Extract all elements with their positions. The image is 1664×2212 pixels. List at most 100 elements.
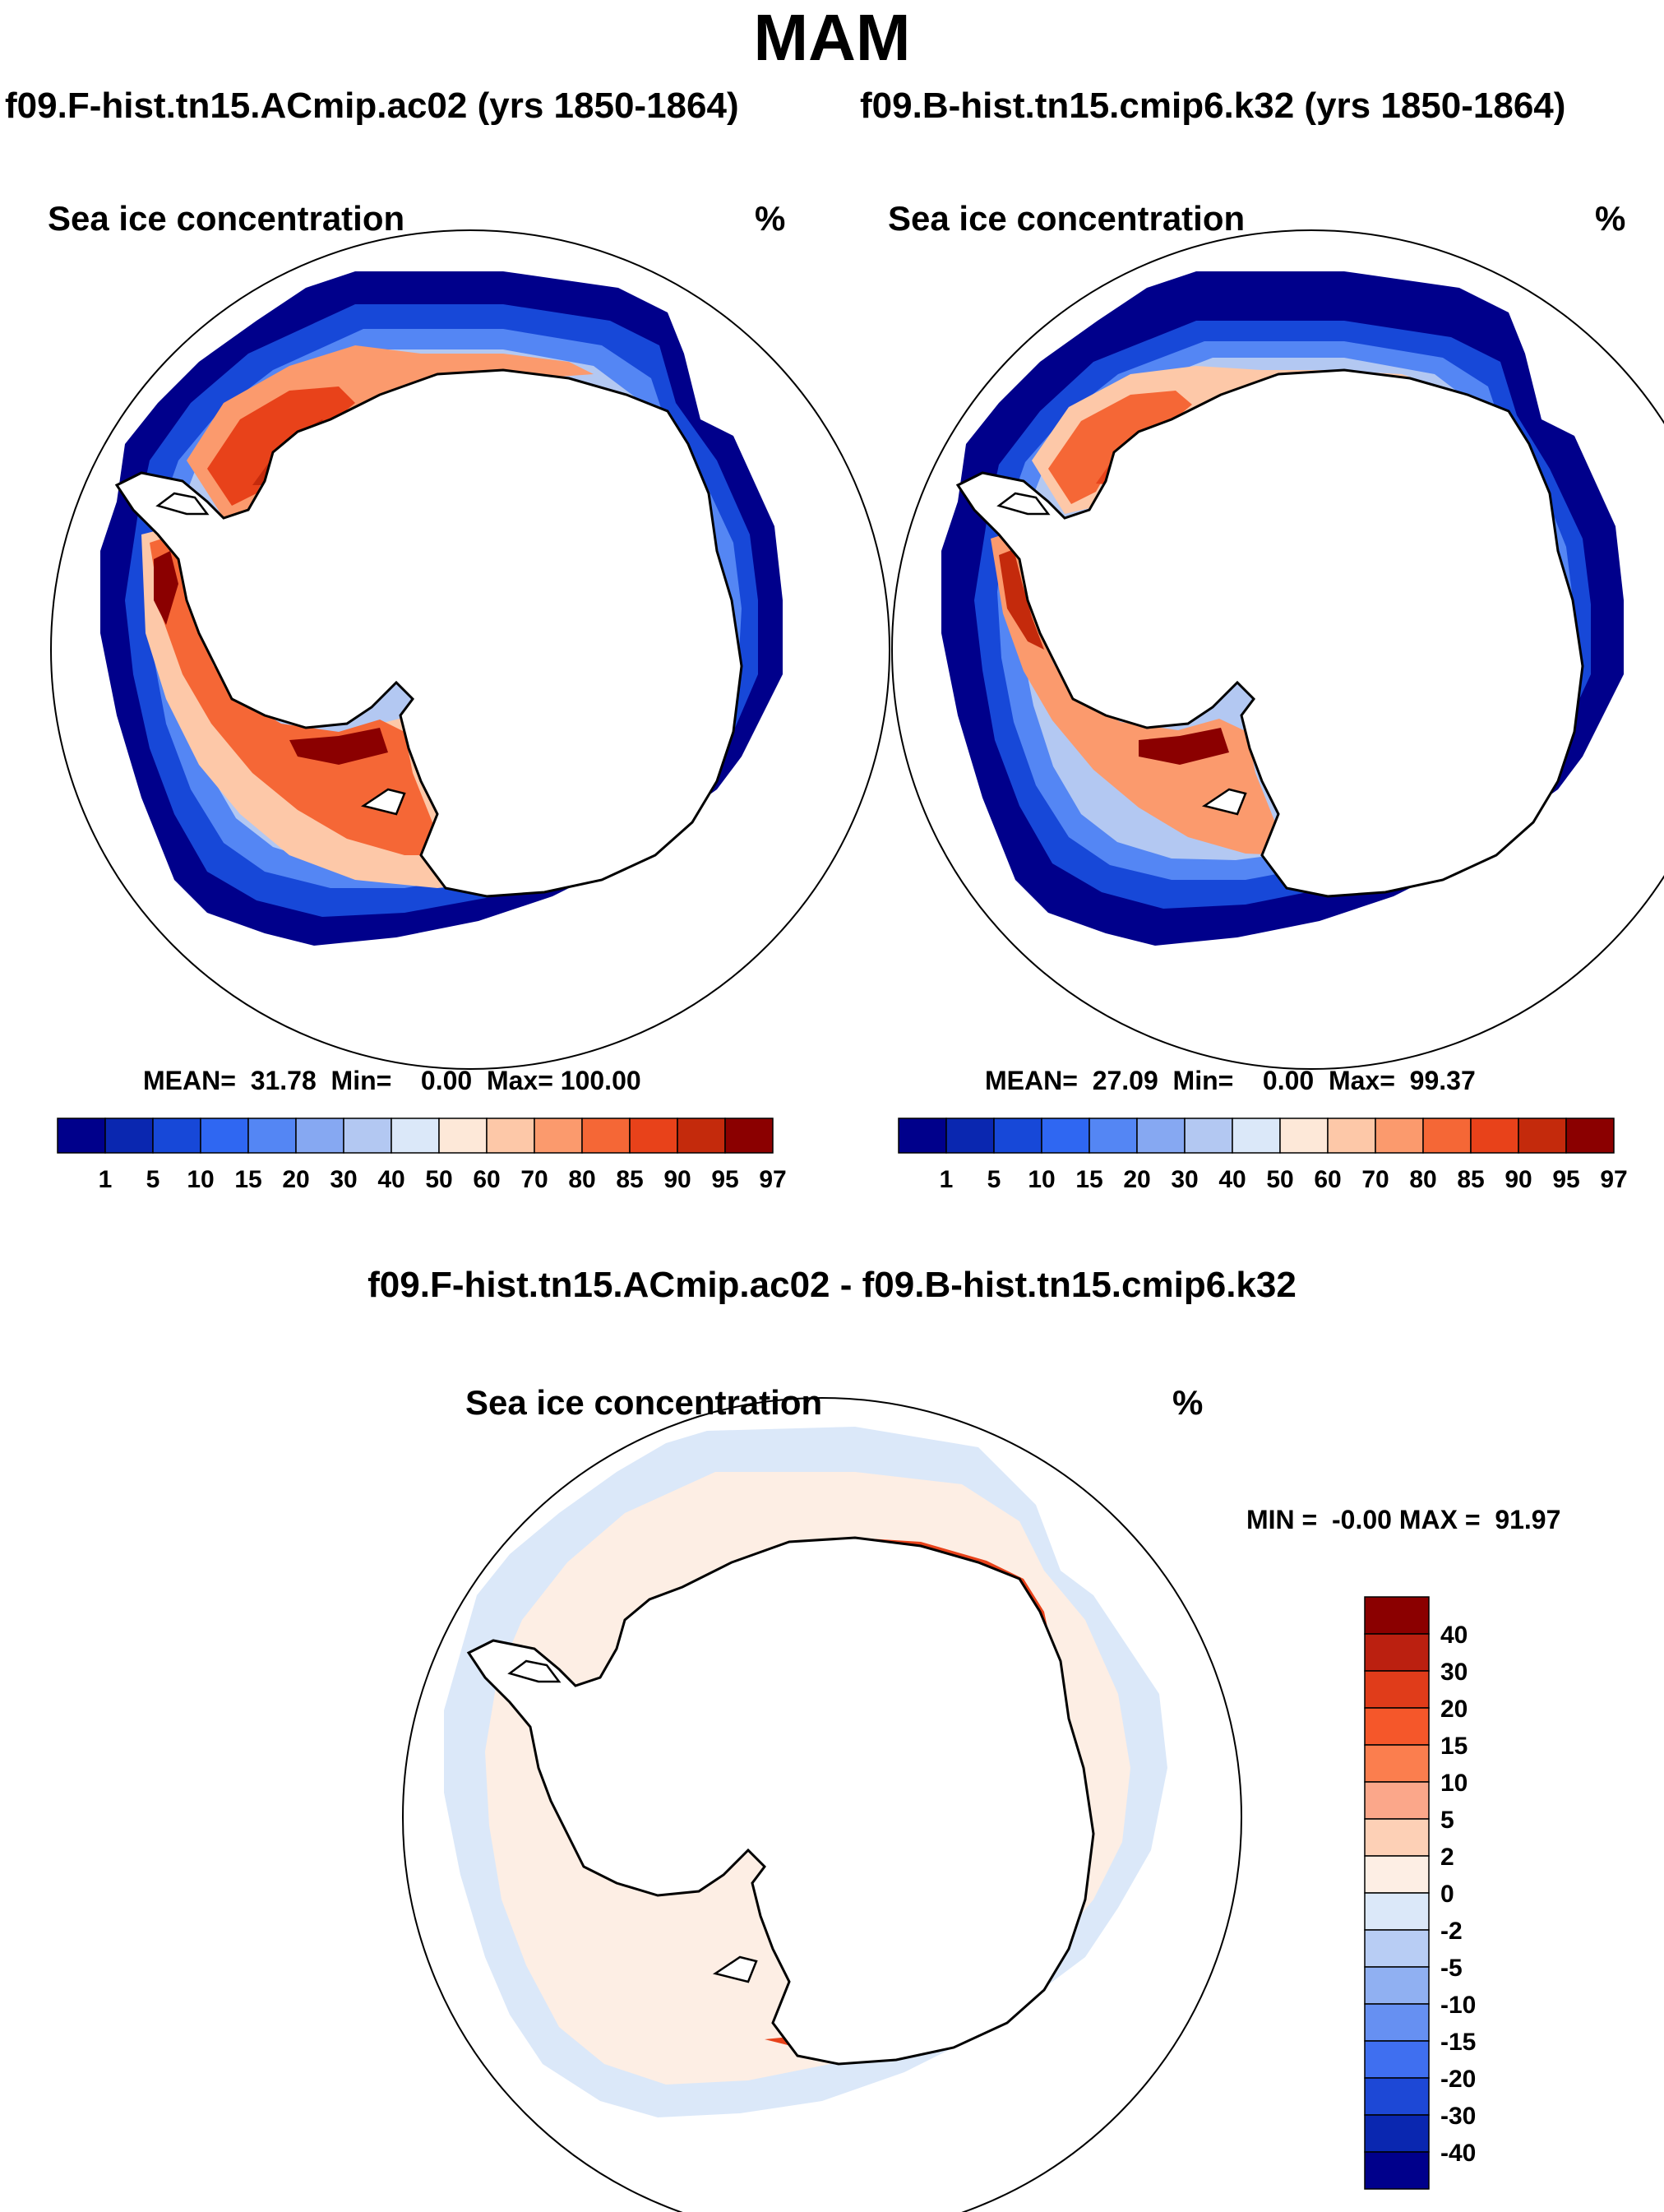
colorbar-tick-label: -10 <box>1440 1992 1476 2019</box>
colorbar-swatch <box>152 1118 201 1154</box>
colorbar-swatch <box>343 1118 392 1154</box>
colorbar-swatch <box>945 1118 995 1154</box>
colorbar-swatch <box>1364 2151 1430 2190</box>
colorbar-tick-label: 85 <box>616 1166 643 1193</box>
colorbar-tick-label: 60 <box>1314 1166 1341 1193</box>
colorbar-tick-label: -20 <box>1440 2066 1476 2093</box>
colorbar-tick-label: 5 <box>1440 1807 1454 1834</box>
colorbar-swatch <box>1184 1118 1233 1154</box>
colorbar-tick-label: 20 <box>1123 1166 1150 1193</box>
colorbar-tick-label: 95 <box>711 1166 738 1193</box>
colorbar-tick-label: 80 <box>1409 1166 1436 1193</box>
colorbar-tick-label: 5 <box>987 1166 1001 1193</box>
map-panel-diff <box>402 1397 1242 2212</box>
case-a-title: f09.F-hist.tn15.ACmip.ac02 (yrs 1850-186… <box>5 86 739 126</box>
panel-diff-stats: MIN = -0.00 MAX = 91.97 <box>1246 1505 1561 1534</box>
colorbar-tick-label: 1 <box>99 1166 113 1193</box>
colorbar-tick-label: 85 <box>1457 1166 1484 1193</box>
colorbar-tick-label: 40 <box>1218 1166 1246 1193</box>
colorbar-swatch <box>1565 1118 1615 1154</box>
colorbar-swatch <box>295 1118 344 1154</box>
colorbar-tick-label: -15 <box>1440 2029 1476 2056</box>
colorbar-swatch <box>1041 1118 1090 1154</box>
colorbar-tick-label: -30 <box>1440 2103 1476 2130</box>
colorbar-swatch <box>200 1118 249 1154</box>
colorbar-swatch <box>1136 1118 1186 1154</box>
colorbar-tick-label: 30 <box>1171 1166 1198 1193</box>
colorbar-tick-label: -5 <box>1440 1955 1463 1982</box>
map-panel-b <box>891 229 1664 1070</box>
colorbar-swatch <box>898 1118 947 1154</box>
panel-a-stats: MEAN= 31.78 Min= 0.00 Max= 100.00 <box>143 1066 641 1095</box>
colorbar-swatch <box>1364 1892 1430 1931</box>
colorbar-tick-label: 80 <box>568 1166 595 1193</box>
colorbar-swatch <box>486 1118 535 1154</box>
colorbar-swatch <box>104 1118 154 1154</box>
colorbar-tick-label: 50 <box>425 1166 452 1193</box>
colorbar-tick-label: -40 <box>1440 2140 1476 2167</box>
colorbar-swatch <box>1364 2003 1430 2042</box>
colorbar-swatch <box>629 1118 678 1154</box>
colorbar-tick-label: 97 <box>759 1166 786 1193</box>
colorbar-tick-label: 20 <box>1440 1696 1468 1723</box>
case-b-title: f09.B-hist.tn15.cmip6.k32 (yrs 1850-1864… <box>860 86 1566 126</box>
colorbar-swatch <box>724 1118 774 1154</box>
colorbar-swatch <box>1364 1781 1430 1820</box>
colorbar-tick-label: 1 <box>940 1166 954 1193</box>
colorbar-swatch <box>1364 2077 1430 2116</box>
colorbar-tick-label: 90 <box>663 1166 691 1193</box>
panel-diff-units: % <box>1172 1383 1204 1422</box>
colorbar-swatch <box>993 1118 1042 1154</box>
colorbar-swatch <box>1364 1633 1430 1672</box>
colorbar-tick-label: 30 <box>330 1166 357 1193</box>
colorbar-tick-label: 2 <box>1440 1844 1454 1871</box>
colorbar-swatch <box>391 1118 440 1154</box>
colorbar-swatch <box>1364 2114 1430 2153</box>
colorbar-swatch <box>677 1118 726 1154</box>
colorbar-tick-label: 10 <box>1440 1770 1468 1797</box>
colorbar-tick-label: 50 <box>1266 1166 1293 1193</box>
panel-b-units: % <box>1595 199 1626 238</box>
colorbar-tick-label: 70 <box>520 1166 548 1193</box>
colorbar-swatch <box>1279 1118 1329 1154</box>
colorbar-tick-label: 10 <box>187 1166 214 1193</box>
diff-title: f09.F-hist.tn15.ACmip.ac02 - f09.B-hist.… <box>367 1265 1297 1305</box>
colorbar-tick-label: 15 <box>1440 1733 1468 1760</box>
colorbar-tick-label: 40 <box>1440 1622 1468 1649</box>
colorbar-swatch <box>1364 1707 1430 1746</box>
colorbar-swatch <box>1364 1818 1430 1857</box>
colorbar-panel-b: 1 5 10 15 20 30 40 50 60 70 80 85 90 95 97 <box>898 1118 1628 1193</box>
colorbar-swatch <box>1364 1744 1430 1783</box>
colorbar-swatch <box>1089 1118 1138 1154</box>
colorbar-swatch <box>438 1118 488 1154</box>
map-panel-a <box>50 229 890 1070</box>
colorbar-swatch <box>1518 1118 1567 1154</box>
colorbar-tick-label: 5 <box>146 1166 160 1193</box>
colorbar-swatch <box>247 1118 297 1154</box>
panel-a-units: % <box>755 199 786 238</box>
colorbar-swatch <box>1364 1929 1430 1968</box>
colorbar-tick-label: 20 <box>282 1166 309 1193</box>
colorbar-tick-label: 40 <box>377 1166 404 1193</box>
colorbar-swatch <box>1470 1118 1519 1154</box>
colorbar-tick-label: 15 <box>234 1166 261 1193</box>
colorbar-tick-label: 97 <box>1600 1166 1627 1193</box>
colorbar-swatch <box>1364 1596 1430 1635</box>
colorbar-swatch <box>1364 1966 1430 2005</box>
colorbar-panel-a: 1 5 10 15 20 30 40 50 60 70 80 85 90 95 97 <box>57 1118 787 1193</box>
colorbar-swatch <box>581 1118 631 1154</box>
colorbar-tick-label: 90 <box>1505 1166 1532 1193</box>
colorbar-tick-label: -2 <box>1440 1918 1463 1945</box>
colorbar-tick-label: 0 <box>1440 1881 1454 1908</box>
colorbar-swatch <box>1422 1118 1472 1154</box>
panel-b-stats: MEAN= 27.09 Min= 0.00 Max= 99.37 <box>985 1066 1476 1095</box>
colorbar-tick-label: 60 <box>473 1166 500 1193</box>
colorbar-tick-label: 70 <box>1361 1166 1389 1193</box>
colorbar-swatch <box>57 1118 106 1154</box>
colorbar-swatch <box>1232 1118 1281 1154</box>
figure-title: MAM <box>753 1 911 74</box>
colorbar-tick-label: 95 <box>1552 1166 1579 1193</box>
colorbar-tick-label: 10 <box>1028 1166 1055 1193</box>
colorbar-tick-label: 30 <box>1440 1659 1468 1686</box>
